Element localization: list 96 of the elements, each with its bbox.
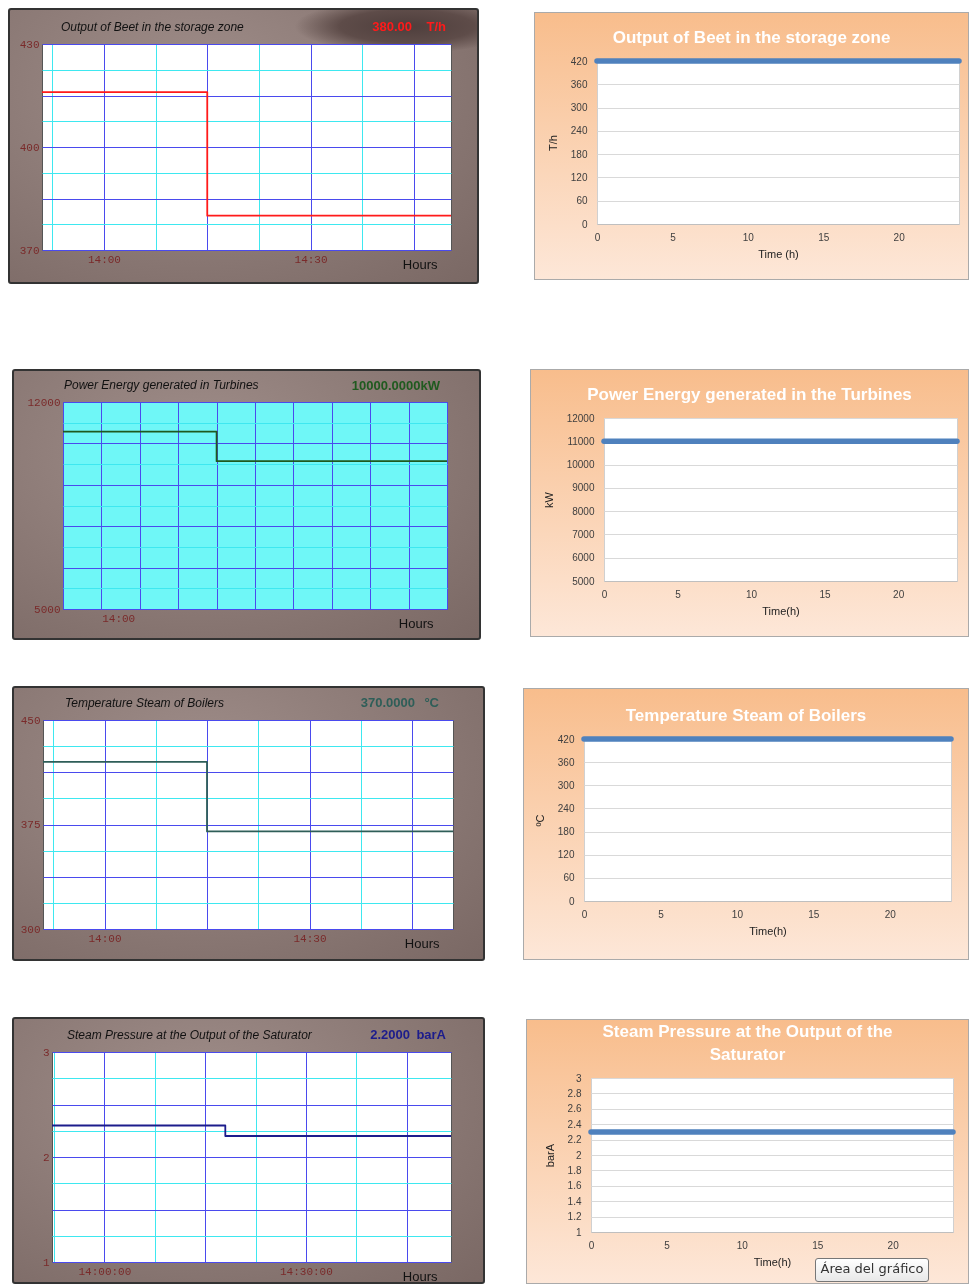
y-tick-label: 8000 bbox=[572, 505, 595, 517]
y-tick-label: 6000 bbox=[572, 552, 595, 564]
y-tick-label: 430 bbox=[19, 38, 40, 51]
y-tick-label: 300 bbox=[570, 102, 588, 114]
x-tick-label: 14:00:00 bbox=[78, 1265, 132, 1278]
x-tick-label: 15 bbox=[818, 231, 830, 243]
y-tick-label: 240 bbox=[570, 125, 588, 137]
text: Área del gráfico bbox=[815, 1258, 929, 1282]
x-tick-label: 10 bbox=[746, 588, 758, 600]
x-tick-label: 15 bbox=[819, 588, 832, 600]
y-tick-label: 7000 bbox=[572, 528, 595, 540]
y-tick-label: 60 bbox=[563, 872, 575, 884]
x-tick-label: 20 bbox=[887, 1239, 900, 1251]
y-axis-title: kW bbox=[542, 491, 555, 508]
x-tick-label: 5 bbox=[664, 1239, 671, 1251]
y-tick-label: 370 bbox=[19, 244, 40, 257]
y-axis-title: T/h bbox=[546, 135, 559, 151]
x-axis-title: Hours bbox=[402, 1268, 438, 1284]
x-tick-label: 5 bbox=[658, 908, 665, 920]
x-tick-label: 10 bbox=[731, 908, 744, 920]
y-tick-label: 420 bbox=[570, 55, 588, 67]
y-axis-title: barA bbox=[543, 1143, 556, 1168]
x-tick-label: 20 bbox=[893, 231, 906, 243]
y-axis-title: ºC bbox=[533, 814, 546, 827]
x-tick-label: 20 bbox=[893, 588, 905, 600]
y-tick-label: 60 bbox=[576, 195, 588, 207]
chart-title: Steam Pressure at the Output of the Saturator bbox=[602, 1022, 893, 1064]
text: °C bbox=[424, 695, 440, 710]
y-tick-label: 360 bbox=[570, 78, 588, 90]
x-axis-title: Hours bbox=[404, 935, 440, 951]
x-axis-title: Time(h) bbox=[749, 924, 787, 937]
y-tick-label: 12000 bbox=[566, 412, 595, 424]
x-tick-label: 15 bbox=[812, 1239, 824, 1251]
chart-title: Steam Pressure at the Output of the Saturator bbox=[67, 1028, 313, 1042]
x-tick-label: 0 bbox=[601, 588, 608, 600]
x-tick-label: 10 bbox=[742, 231, 755, 243]
x-axis-title: Time (h) bbox=[758, 247, 799, 260]
y-tick-label: 1 bbox=[575, 1226, 582, 1238]
y-tick-label: 0 bbox=[568, 895, 575, 907]
text: barA bbox=[416, 1027, 447, 1042]
chart-title: Power Energy generated in the Turbines bbox=[587, 385, 912, 404]
x-axis-title: Hours bbox=[398, 615, 434, 631]
y-tick-label: 120 bbox=[557, 849, 575, 861]
chart-title: Power Energy generated in Turbines bbox=[64, 378, 259, 392]
x-axis-title: Hours bbox=[402, 256, 438, 272]
y-tick-label: 2.6 bbox=[567, 1103, 582, 1115]
y-tick-label: 12000 bbox=[27, 396, 61, 409]
y-tick-label: 3 bbox=[42, 1046, 50, 1059]
y-tick-label: 2.4 bbox=[567, 1118, 582, 1130]
y-tick-label: 360 bbox=[557, 756, 575, 768]
chart-title: Temperature Steam of Boilers bbox=[625, 706, 867, 725]
text: 2.2000 bbox=[370, 1027, 410, 1042]
x-tick-label: 14:30:00 bbox=[280, 1265, 333, 1278]
y-tick-label: 300 bbox=[20, 923, 41, 936]
y-tick-label: 375 bbox=[20, 819, 41, 831]
x-axis-title: Time(h) bbox=[762, 604, 800, 617]
chart-title: Output of Beet in the storage zone bbox=[61, 20, 245, 34]
y-tick-label: 3 bbox=[575, 1072, 582, 1084]
y-tick-label: 180 bbox=[557, 826, 575, 838]
y-tick-label: 1 bbox=[42, 1256, 50, 1269]
text: 10000.0000kW bbox=[351, 378, 441, 393]
y-tick-label: 240 bbox=[557, 802, 575, 814]
x-tick-label: 20 bbox=[884, 908, 897, 920]
y-tick-label: 2.8 bbox=[567, 1087, 582, 1099]
y-tick-label: 5000 bbox=[34, 603, 61, 616]
y-tick-label: 2 bbox=[575, 1149, 582, 1161]
x-tick-label: 10 bbox=[736, 1239, 749, 1251]
x-tick-label: 5 bbox=[670, 231, 677, 243]
text: 370.0000 bbox=[360, 695, 415, 710]
y-tick-label: 180 bbox=[570, 148, 588, 160]
y-tick-label: 300 bbox=[557, 779, 575, 791]
chart-title: Temperature Steam of Boilers bbox=[65, 696, 224, 710]
text: 380.00 bbox=[372, 19, 412, 34]
x-axis-title: Time(h) bbox=[753, 1255, 792, 1268]
y-tick-label: 420 bbox=[557, 733, 575, 745]
x-tick-label: 5 bbox=[675, 588, 682, 600]
y-tick-label: 10000 bbox=[566, 459, 595, 471]
x-tick-label: 14:30 bbox=[293, 932, 327, 945]
y-tick-label: 1.4 bbox=[567, 1195, 582, 1207]
y-tick-label: 400 bbox=[19, 141, 40, 154]
y-tick-label: 2 bbox=[42, 1151, 50, 1164]
y-tick-label: 1.8 bbox=[567, 1164, 582, 1176]
y-tick-label: 120 bbox=[570, 171, 588, 183]
y-tick-label: 0 bbox=[581, 218, 588, 230]
y-tick-label: 450 bbox=[20, 714, 41, 727]
y-tick-label: 2.2 bbox=[567, 1134, 582, 1146]
x-tick-label: 15 bbox=[808, 908, 820, 920]
y-tick-label: 1.2 bbox=[567, 1211, 582, 1223]
x-tick-label: 14:30 bbox=[294, 253, 328, 266]
y-tick-label: 5000 bbox=[572, 575, 595, 587]
text: T/h bbox=[426, 19, 447, 34]
y-tick-label: 11000 bbox=[567, 435, 595, 447]
chart-title: Output of Beet in the storage zone bbox=[612, 28, 891, 47]
y-tick-label: 1.6 bbox=[567, 1180, 582, 1192]
text: 14:00 bbox=[102, 613, 136, 625]
y-tick-label: 9000 bbox=[572, 482, 595, 494]
